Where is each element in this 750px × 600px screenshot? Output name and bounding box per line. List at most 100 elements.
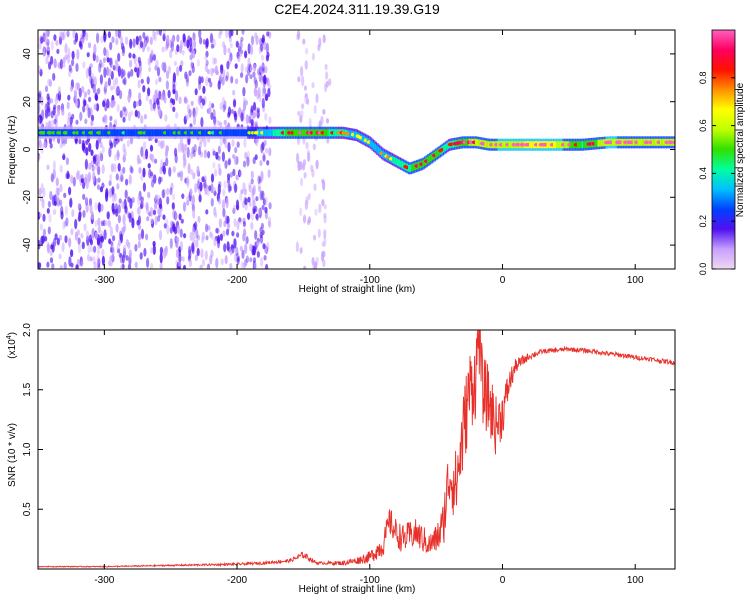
noise-speckle (214, 168, 218, 177)
noise-speckle (92, 83, 96, 94)
ridge-band (285, 129, 288, 137)
noise-speckle (115, 37, 119, 46)
noise-speckle (245, 74, 249, 84)
noise-speckle (236, 257, 240, 265)
noise-speckle (129, 38, 133, 49)
colorbar-gradient (711, 29, 736, 270)
noise-speckle (178, 45, 183, 54)
noise-speckle (82, 181, 86, 190)
ridge-band (92, 129, 96, 137)
noise-speckle (250, 35, 255, 46)
noise-speckle (117, 214, 121, 224)
noise-speckle (180, 218, 184, 224)
noise-speckle (156, 30, 160, 35)
noise-speckle (170, 182, 174, 191)
ridge-band (529, 141, 532, 149)
noise-speckle (109, 173, 113, 182)
noise-speckle (47, 226, 51, 235)
noise-speckle (190, 100, 194, 106)
noise-speckle (183, 115, 187, 125)
noise-speckle (210, 183, 214, 194)
noise-speckle (306, 98, 310, 105)
noise-speckle (197, 215, 201, 223)
noise-speckle (231, 246, 235, 254)
noise-speckle (64, 205, 68, 216)
noise-speckle (203, 149, 207, 159)
noise-speckle (148, 53, 152, 64)
noise-speckle (91, 164, 95, 172)
noise-speckle (66, 101, 70, 110)
ridge-band (492, 141, 495, 149)
noise-speckle (153, 31, 157, 42)
noise-speckle (303, 172, 307, 179)
noise-speckle (303, 265, 307, 269)
noise-speckle (201, 231, 205, 241)
ridge-band (275, 129, 279, 137)
noise-speckle (206, 263, 211, 269)
noise-speckle (109, 41, 113, 51)
noise-speckle (209, 231, 213, 238)
noise-speckle (248, 184, 252, 193)
noise-speckle (38, 188, 42, 197)
noise-speckle (179, 64, 183, 72)
noise-speckle (200, 104, 204, 110)
noise-speckle (44, 109, 49, 119)
noise-speckle (72, 176, 76, 187)
noise-speckle (143, 247, 147, 257)
ridge-band (436, 149, 440, 157)
ridge-band (411, 164, 414, 172)
noise-speckle (89, 204, 93, 214)
noise-speckle (225, 30, 229, 39)
ridge-band (54, 129, 57, 137)
ridge-band (258, 129, 261, 137)
noise-speckle (77, 203, 81, 209)
noise-speckle (216, 237, 221, 249)
noise-speckle (123, 106, 127, 112)
noise-speckle (64, 43, 68, 54)
noise-speckle (48, 61, 52, 70)
noise-speckle (90, 211, 94, 221)
noise-speckle (215, 151, 219, 160)
noise-speckle (64, 235, 68, 244)
ridge-band (132, 129, 135, 137)
ridge-band (304, 129, 307, 137)
noise-speckle (213, 57, 217, 65)
noise-speckle (124, 205, 128, 213)
noise-speckle (260, 222, 264, 230)
noise-speckle (265, 263, 269, 269)
ridge-band (205, 129, 209, 137)
ridge-band (565, 141, 569, 149)
noise-speckle (227, 159, 231, 166)
ridge-band (186, 129, 190, 137)
noise-speckle (198, 194, 202, 203)
ridge-band (382, 151, 385, 159)
noise-speckle (42, 187, 46, 198)
noise-speckle (53, 194, 57, 205)
noise-speckle (176, 236, 180, 244)
ridge-band (597, 139, 600, 147)
noise-speckle (192, 226, 196, 236)
noise-speckle (61, 242, 65, 253)
noise-speckle (201, 258, 206, 267)
noise-speckle (50, 98, 54, 104)
noise-speckle (160, 94, 164, 101)
noise-speckle (238, 170, 243, 177)
noise-speckle (152, 209, 157, 216)
noise-speckle (101, 62, 105, 69)
spectrogram-y-label: Frequency (Hz) (7, 116, 18, 185)
spectrogram-x-axis: -300 -200 -100 0 100 (94, 30, 644, 286)
noise-speckle (150, 103, 154, 112)
noise-speckle (159, 109, 163, 118)
ridge-band (229, 129, 233, 137)
noise-speckle (250, 178, 254, 185)
ridge-band (272, 129, 276, 137)
noise-speckle (149, 171, 154, 177)
ridge-band (94, 129, 97, 137)
noise-speckle (156, 198, 160, 206)
noise-speckle (167, 89, 171, 99)
x-tick-label: 100 (627, 275, 644, 286)
noise-speckle (213, 116, 217, 126)
noise-speckle (87, 88, 91, 96)
noise-speckle (252, 245, 256, 256)
noise-speckle (63, 220, 67, 228)
